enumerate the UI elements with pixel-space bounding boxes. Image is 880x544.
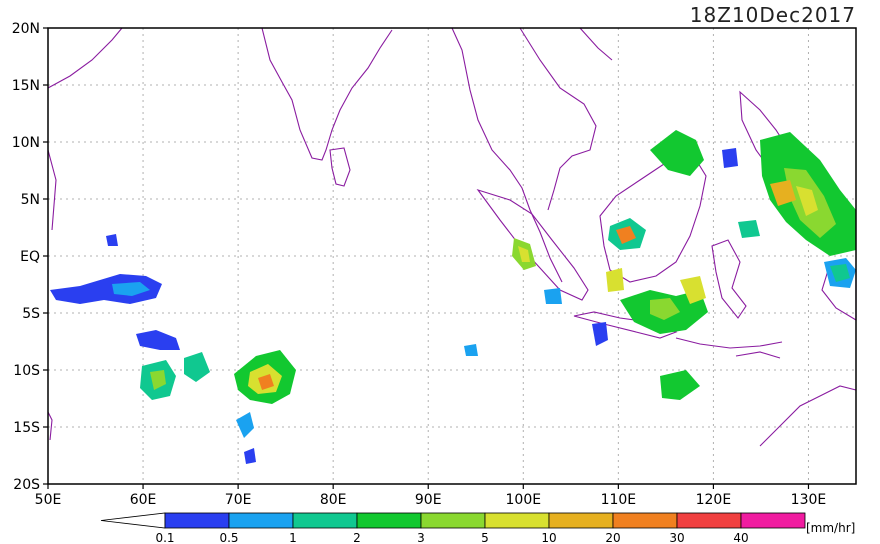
y-tick-label: 10N: [12, 135, 40, 151]
rain-cluster-philippines-peak: [796, 186, 818, 216]
colorbar-label: 0.5: [219, 531, 238, 544]
colorbar-segment: [356, 512, 422, 529]
rain-cluster-makassar: [680, 276, 706, 304]
rain-cluster-60e: [136, 330, 180, 350]
rain-cluster-timor: [660, 370, 700, 400]
colorbar-label: 30: [669, 531, 684, 544]
coast-australia: [759, 385, 857, 447]
colorbar-segment: [484, 512, 550, 529]
colorbar-label: 0.1: [155, 531, 174, 544]
coast-lesser-sunda: [675, 337, 783, 349]
rain-cluster-borneo-n: [650, 130, 704, 176]
y-tick-label: 20S: [13, 477, 40, 493]
coast-indochina: [519, 27, 597, 211]
rain-cluster-celebes-n: [738, 220, 760, 238]
coast-java: [573, 311, 678, 339]
rain-cluster-mindanao-east: [770, 180, 796, 206]
coast-china: [579, 27, 613, 61]
y-tick-label: 15S: [13, 420, 40, 436]
coast-madagascar: [47, 411, 53, 441]
map-plot-area: 50E 60E 70E 80E 90E 100E 110E 120E 130E 20N 15N 10…: [12, 21, 857, 508]
colorbar-segment: [676, 512, 742, 529]
colorbar-segment: [292, 512, 358, 529]
x-tick-label: 70E: [225, 492, 252, 508]
rain-cluster-69e-peak: [258, 374, 274, 390]
rain-cluster-sulawesi-core: [830, 264, 850, 282]
colorbar-under-arrow: [100, 512, 166, 529]
coast-sri-lanka: [329, 147, 351, 187]
rain-cluster-62e-core: [150, 370, 166, 390]
rain-cluster-java-south: [592, 322, 608, 346]
rain-cluster-borneo-w-core: [616, 226, 636, 244]
precipitation-field: [50, 130, 856, 464]
rain-cluster-70e-15s: [236, 412, 254, 438]
y-tick-label: 15N: [12, 78, 40, 94]
rain-cluster-west-core: [112, 282, 150, 296]
rain-cluster-52e-eq: [106, 234, 118, 246]
rain-cluster-java-sea: [606, 268, 624, 292]
rain-cluster-borneo-s-core: [650, 298, 680, 320]
rain-cluster-70e-18s: [244, 448, 256, 464]
colorbar-label: 10: [541, 531, 556, 544]
colorbar-label: 40: [733, 531, 748, 544]
rain-cluster-sumatra-s: [544, 288, 562, 304]
coastlines: [47, 27, 857, 447]
units-label: [mm/hr]: [806, 521, 855, 535]
y-tick-label: 20N: [12, 21, 40, 37]
y-tick-label: 5S: [22, 306, 40, 322]
coast-india: [261, 27, 393, 161]
grid-lines: [48, 28, 856, 484]
x-tick-label: 50E: [35, 492, 62, 508]
rain-cluster-west: [50, 274, 162, 304]
y-tick-label: EQ: [20, 249, 40, 265]
colorbar-segment: [740, 512, 806, 529]
y-tick-label: 10S: [13, 363, 40, 379]
coast-burma-malay: [451, 27, 563, 283]
colorbar-segment: [548, 512, 614, 529]
x-tick-label: 80E: [320, 492, 347, 508]
x-tick-label: 60E: [130, 492, 157, 508]
colorbar-label: 5: [481, 531, 489, 544]
colorbar-segment: [228, 512, 294, 529]
rain-cluster-66e: [184, 352, 210, 382]
coast-timor: [735, 351, 781, 359]
x-tick-label: 120E: [696, 492, 732, 508]
coast-africa-horn: [47, 149, 57, 231]
timestamp-title: 18Z10Dec2017: [690, 3, 856, 27]
y-axis: 20N 15N 10N 5N EQ 5S 10S 15S 20S: [12, 21, 48, 493]
coast-sulawesi: [711, 239, 747, 319]
rain-cluster-vietnam: [722, 148, 738, 168]
colorbar-segment: [612, 512, 678, 529]
coast-arabia: [47, 27, 123, 89]
y-tick-label: 5N: [21, 192, 40, 208]
x-tick-label: 110E: [601, 492, 637, 508]
x-tick-label: 130E: [791, 492, 827, 508]
colorbar-label: 20: [605, 531, 620, 544]
colorbar-label: 1: [289, 531, 297, 544]
rain-cluster-bay-bengal: [464, 344, 478, 356]
colorbar-segment: [164, 512, 230, 529]
colorbar-segment: [420, 512, 486, 529]
colorbar-label: 2: [353, 531, 361, 544]
x-tick-label: 100E: [506, 492, 542, 508]
x-tick-label: 90E: [415, 492, 442, 508]
colorbar-label: 3: [417, 531, 425, 544]
rain-cluster-sumatra-core: [518, 246, 530, 262]
colorbar-legend: 0.1 0.5 1 2 3 5 10 20 30 40: [100, 512, 806, 544]
x-axis: 50E 60E 70E 80E 90E 100E 110E 120E 130E: [35, 484, 827, 508]
